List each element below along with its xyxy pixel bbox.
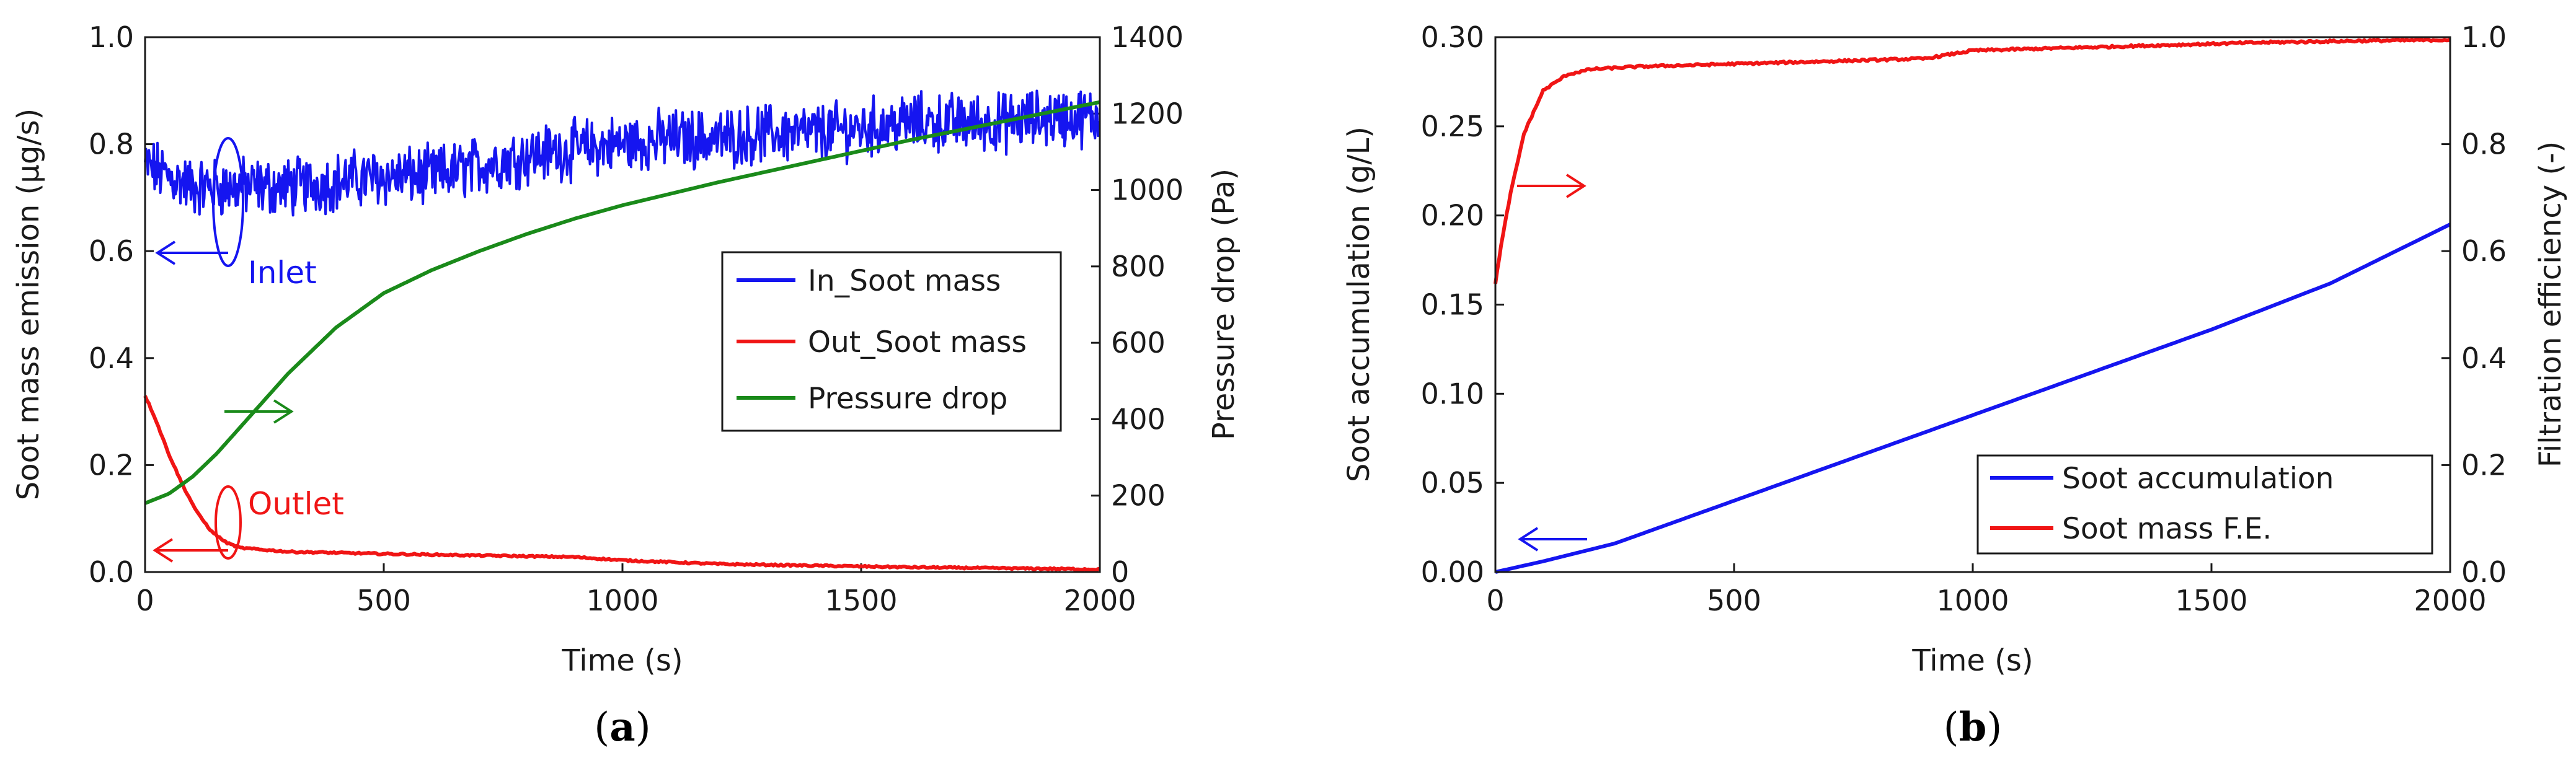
chart-a-frame — [144, 36, 1101, 573]
chart-a: 0 500 1000 1500 2000 0.0 0.2 0.4 0.6 0.8 1.0 0 200 40… — [11, 20, 1241, 751]
chart-b-ytick-label: 0.20 — [1421, 199, 1484, 232]
panel-label-a-letter: a — [609, 704, 635, 751]
inlet-arrow-head — [155, 240, 176, 265]
inlet-ellipse — [212, 137, 244, 267]
legend-b-accumulation: Soot accumulation — [2062, 462, 2334, 496]
chart-b-ytick-label: 0.10 — [1421, 377, 1484, 410]
chart-a-annotations: Inlet Outlet — [153, 137, 344, 563]
chart-b-frame — [1494, 36, 2451, 573]
chart-b-ytick-label: 0.15 — [1421, 288, 1484, 322]
legend-a-pressure: Pressure drop — [808, 382, 1007, 416]
chart-a-y2label: Pressure drop (Pa) — [1206, 169, 1241, 440]
chart-b-ticks: 0 500 1000 1500 2000 0.00 0.05 0.10 0.15 0.20 0.25… — [1421, 20, 2507, 617]
chart-a-xlabel: Time (s) — [561, 643, 683, 678]
chart-b-xtick-label: 1000 — [1936, 584, 2009, 617]
chart-b-y2tick-label: 0.8 — [2461, 128, 2507, 161]
chart-a-legend: In_Soot mass Out_Soot mass Pressure drop — [721, 251, 1062, 432]
chart-a-xtick-label: 500 — [356, 584, 411, 617]
chart-b-y2tick-label: 0.4 — [2461, 341, 2507, 375]
chart-b-y2tick-label: 0.0 — [2461, 555, 2507, 589]
chart-b-ytick-label: 0.30 — [1421, 20, 1484, 54]
accumulation-arrow-head — [1518, 527, 1539, 552]
chart-a-ytick-label: 0.8 — [89, 128, 134, 161]
chart-a-y2tick-label: 1400 — [1111, 20, 1184, 54]
annotation-inlet: Inlet — [248, 255, 317, 291]
chart-a-series-pressure-drop — [144, 100, 1100, 505]
chart-b-ytick-label: 0.00 — [1421, 555, 1484, 589]
annotation-outlet: Outlet — [248, 486, 344, 522]
chart-a-y2tick-label: 1000 — [1111, 174, 1184, 207]
chart-b-annotations — [1517, 174, 1587, 552]
chart-b: 0 500 1000 1500 2000 0.00 0.05 0.10 0.15 0.20 0.25… — [1342, 20, 2568, 751]
chart-a-ytick-label: 0.2 — [89, 448, 134, 482]
chart-b-y2tick-label: 0.6 — [2461, 234, 2507, 268]
chart-b-lines — [1494, 37, 2451, 574]
outlet-ellipse — [215, 485, 242, 560]
chart-a-ytick-label: 1.0 — [89, 20, 134, 54]
chart-a-ytick-label: 0.4 — [89, 341, 134, 375]
chart-a-xtick-label: 2000 — [1063, 584, 1136, 617]
chart-b-xlabel: Time (s) — [1911, 643, 2033, 678]
chart-b-xtick-label: 2000 — [2414, 584, 2486, 617]
efficiency-arrow-head — [1565, 174, 1587, 198]
legend-b-efficiency: Soot mass F.E. — [2062, 512, 2272, 546]
chart-b-xtick-label: 0 — [1486, 584, 1504, 617]
legend-b-box — [1976, 454, 2433, 555]
chart-b-ylabel: Soot accumulation (g/L) — [1342, 126, 1376, 482]
pressure-arrow-head — [273, 399, 294, 424]
chart-a-y2tick-label: 200 — [1111, 479, 1166, 513]
chart-b-legend: Soot accumulation Soot mass F.E. — [1976, 454, 2433, 555]
legend-a-out-soot: Out_Soot mass — [808, 325, 1027, 359]
chart-b-y2tick-label: 1.0 — [2461, 20, 2507, 54]
chart-a-y2tick-label: 1200 — [1111, 97, 1184, 130]
chart-a-ticks: 0 500 1000 1500 2000 0.0 0.2 0.4 0.6 0.8 1.0 0 200 40… — [89, 20, 1184, 617]
chart-b-y2tick-label: 0.2 — [2461, 448, 2507, 482]
chart-b-series-soot-accumulation — [1495, 222, 2451, 574]
chart-a-y2tick-label: 600 — [1111, 326, 1166, 359]
chart-b-xtick-label: 500 — [1707, 584, 1761, 617]
chart-a-ylabel: Soot mass emission (µg/s) — [11, 108, 46, 500]
chart-a-y2tick-label: 800 — [1111, 250, 1166, 283]
chart-b-ytick-label: 0.25 — [1421, 110, 1484, 143]
chart-a-y2tick-label: 0 — [1111, 555, 1129, 589]
chart-a-y2tick-label: 400 — [1111, 402, 1166, 436]
chart-a-xtick-label: 1500 — [825, 584, 897, 617]
chart-b-y2label: Filtration efficiency (-) — [2533, 141, 2568, 467]
panel-label-a: (a) — [594, 704, 650, 751]
chart-a-ytick-label: 0.0 — [89, 555, 134, 589]
chart-a-ytick-label: 0.6 — [89, 234, 134, 268]
chart-b-ytick-label: 0.05 — [1421, 466, 1484, 500]
chart-a-xtick-label: 1000 — [586, 584, 658, 617]
chart-a-series-out-soot-mass — [143, 395, 1100, 572]
panel-label-b: (b) — [1944, 704, 2003, 751]
panel-label-b-letter: b — [1959, 704, 1987, 751]
chart-a-series-in-soot-mass — [144, 89, 1100, 217]
chart-b-xtick-label: 1500 — [2175, 584, 2247, 617]
chart-a-xtick-label: 0 — [136, 584, 154, 617]
legend-a-in-soot: In_Soot mass — [808, 264, 1001, 298]
chart-a-lines — [143, 89, 1100, 572]
outlet-arrow-head — [153, 538, 174, 563]
chart-b-series-soot-mass-f-e — [1494, 37, 2451, 284]
